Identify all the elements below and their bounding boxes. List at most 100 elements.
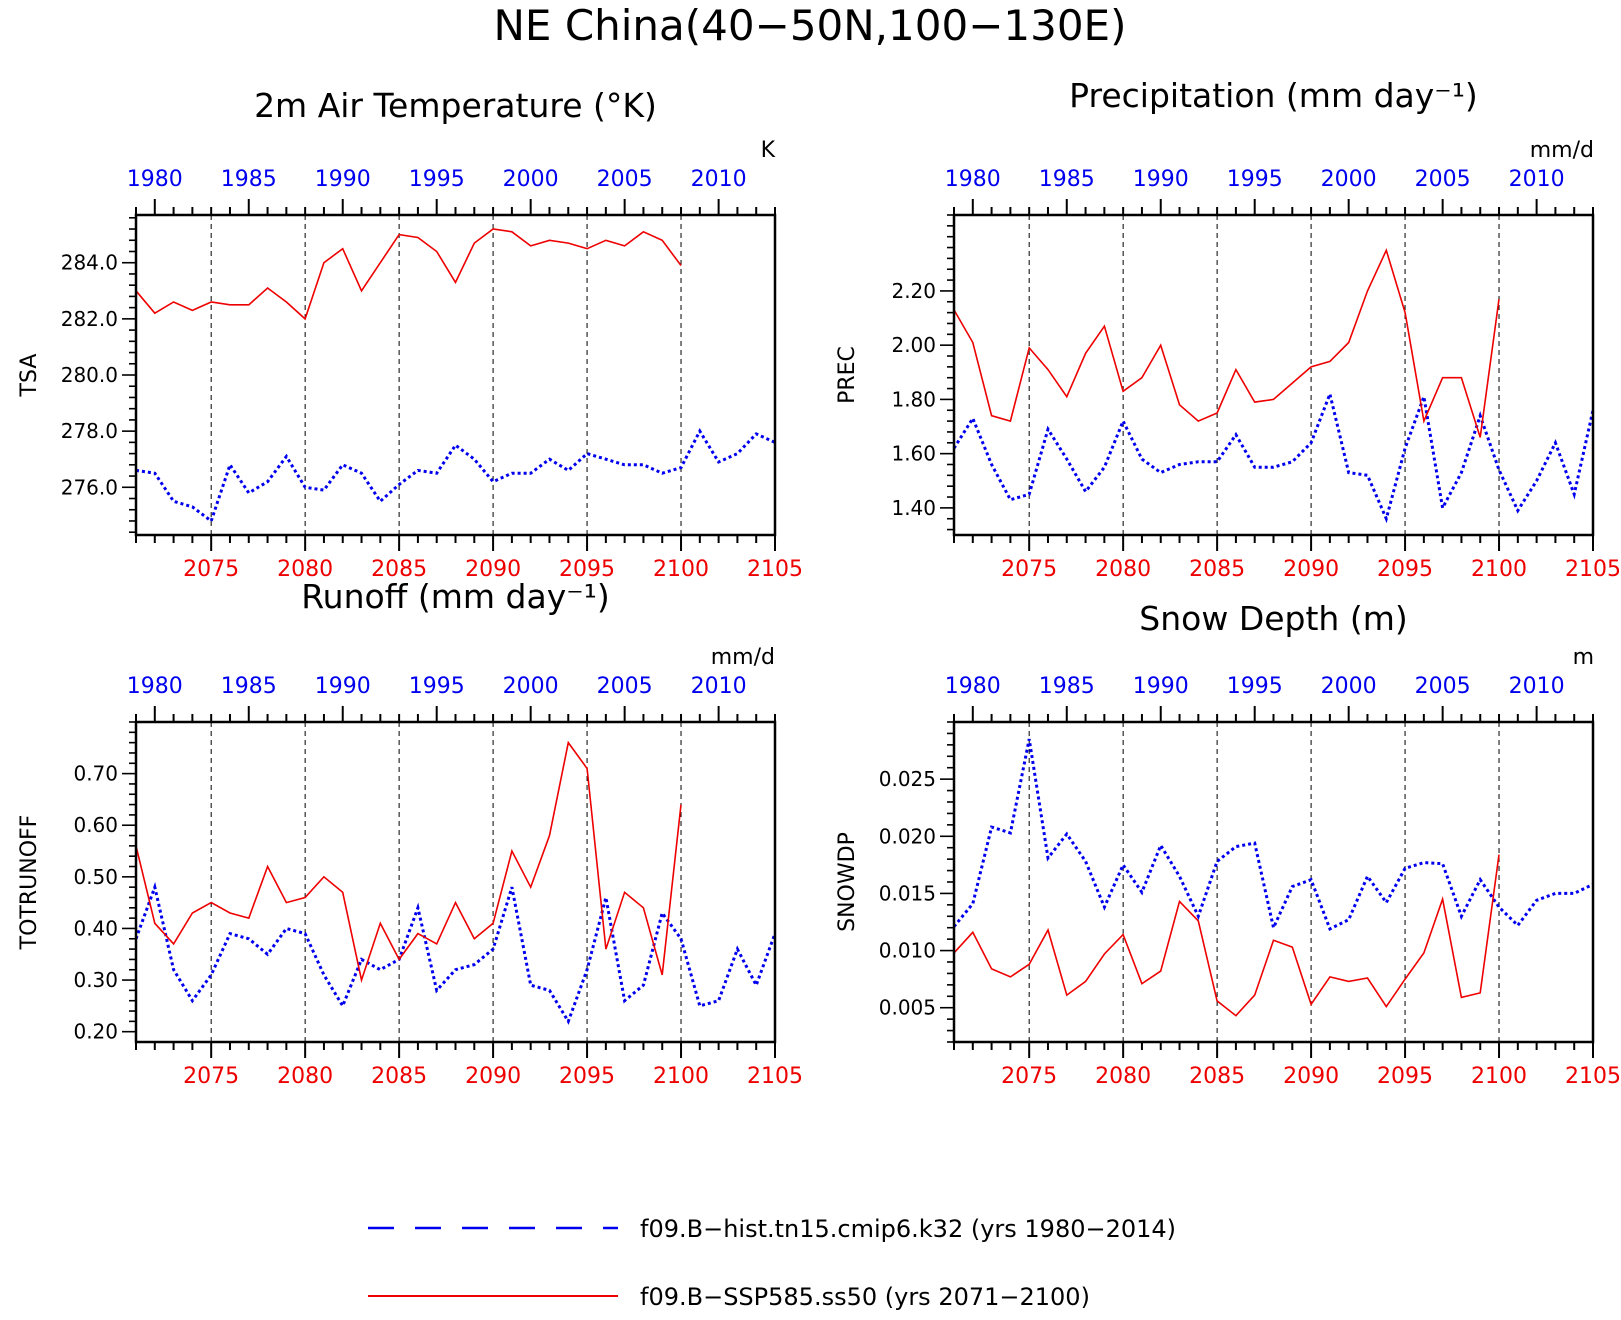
y-axis-label: PREC xyxy=(835,346,860,404)
x-top-tick-label: 1980 xyxy=(945,674,1001,699)
point-hist xyxy=(1273,466,1275,468)
series-line-ssp585 xyxy=(953,248,1500,438)
point-ssp585 xyxy=(1160,344,1162,346)
point-hist xyxy=(417,907,419,909)
point-ssp585 xyxy=(267,287,269,289)
point-ssp585 xyxy=(473,242,475,244)
point-ssp585 xyxy=(492,228,494,230)
point-hist xyxy=(991,826,993,828)
point-ssp585 xyxy=(1216,412,1218,414)
point-ssp585 xyxy=(417,933,419,935)
series-line-ssp585 xyxy=(135,228,682,321)
unit-label: m xyxy=(1573,645,1594,670)
point-ssp585 xyxy=(586,767,588,769)
point-hist xyxy=(229,464,231,466)
point-ssp585 xyxy=(642,231,644,233)
point-ssp585 xyxy=(991,415,993,417)
point-ssp585 xyxy=(1273,939,1275,941)
point-hist xyxy=(1442,507,1444,509)
point-ssp585 xyxy=(1385,1006,1387,1008)
point-hist xyxy=(1404,447,1406,449)
point-hist xyxy=(285,927,287,929)
point-hist xyxy=(1179,875,1181,877)
point-ssp585 xyxy=(210,902,212,904)
point-ssp585 xyxy=(342,248,344,250)
series-line-ssp585 xyxy=(135,740,682,984)
point-ssp585 xyxy=(455,281,457,283)
y-tick-label: 276.0 xyxy=(61,475,118,499)
point-hist xyxy=(323,974,325,976)
point-hist xyxy=(624,1000,626,1002)
point-hist xyxy=(1047,857,1049,859)
x-bottom-tick-label: 2105 xyxy=(1565,1064,1621,1089)
point-ssp585 xyxy=(455,902,457,904)
plot-frame xyxy=(134,720,777,1044)
point-hist xyxy=(530,472,532,474)
y-tick-label: 1.80 xyxy=(891,387,936,411)
point-hist xyxy=(1460,915,1462,917)
point-ssp585 xyxy=(1404,312,1406,314)
point-ssp585 xyxy=(1291,382,1293,384)
point-ssp585 xyxy=(1310,366,1312,368)
y-tick-label: 2.20 xyxy=(891,279,936,303)
point-hist xyxy=(210,974,212,976)
point-ssp585 xyxy=(417,236,419,238)
point-ssp585 xyxy=(1160,970,1162,972)
point-ssp585 xyxy=(1310,1003,1312,1005)
point-ssp585 xyxy=(991,968,993,970)
point-ssp585 xyxy=(548,835,550,837)
point-hist xyxy=(718,1000,720,1002)
point-hist xyxy=(398,483,400,485)
x-bottom-tick-label: 2100 xyxy=(653,1064,709,1089)
plot-frame xyxy=(952,213,1595,537)
point-hist xyxy=(1291,461,1293,463)
y-tick-label: 282.0 xyxy=(61,307,118,331)
point-hist xyxy=(680,467,682,469)
point-ssp585 xyxy=(1028,347,1030,349)
point-ssp585 xyxy=(511,850,513,852)
point-hist xyxy=(1122,420,1124,422)
point-ssp585 xyxy=(379,922,381,924)
point-ssp585 xyxy=(511,231,513,233)
point-ssp585 xyxy=(1460,996,1462,998)
point-hist xyxy=(1103,906,1105,908)
point-ssp585 xyxy=(1141,983,1143,985)
point-hist xyxy=(1103,466,1105,468)
point-hist xyxy=(511,886,513,888)
point-ssp585 xyxy=(1329,360,1331,362)
x-bottom-tick-label: 2090 xyxy=(465,1064,521,1089)
point-hist xyxy=(605,896,607,898)
point-hist xyxy=(436,472,438,474)
point-ssp585 xyxy=(1254,401,1256,403)
point-hist xyxy=(1235,846,1237,848)
point-hist xyxy=(1404,867,1406,869)
point-hist xyxy=(1254,466,1256,468)
point-hist xyxy=(455,444,457,446)
point-hist xyxy=(605,458,607,460)
point-ssp585 xyxy=(1498,298,1500,300)
panel-title: Runoff (mm day⁻¹) xyxy=(301,577,610,616)
point-hist xyxy=(991,463,993,465)
point-ssp585 xyxy=(1291,946,1293,948)
point-hist xyxy=(379,969,381,971)
point-hist xyxy=(736,453,738,455)
point-ssp585 xyxy=(173,943,175,945)
point-hist xyxy=(342,464,344,466)
point-hist xyxy=(191,1000,193,1002)
point-ssp585 xyxy=(972,341,974,343)
point-ssp585 xyxy=(1066,396,1068,398)
point-ssp585 xyxy=(1235,369,1237,371)
x-bottom-tick-label: 2080 xyxy=(1095,1064,1151,1089)
point-hist xyxy=(1310,879,1312,881)
point-hist xyxy=(1460,472,1462,474)
panel-tsa: 2m Air Temperature (°K) K TSA 2075 2080 2085 2… xyxy=(17,86,803,582)
x-top-tick-label: 2000 xyxy=(503,674,559,699)
x-top-tick-label: 2005 xyxy=(597,674,653,699)
point-ssp585 xyxy=(285,902,287,904)
point-hist xyxy=(417,469,419,471)
x-bottom-tick-label: 2105 xyxy=(747,1064,803,1089)
point-hist xyxy=(699,1005,701,1007)
point-hist xyxy=(1122,864,1124,866)
point-hist xyxy=(1573,493,1575,495)
point-hist xyxy=(661,472,663,474)
